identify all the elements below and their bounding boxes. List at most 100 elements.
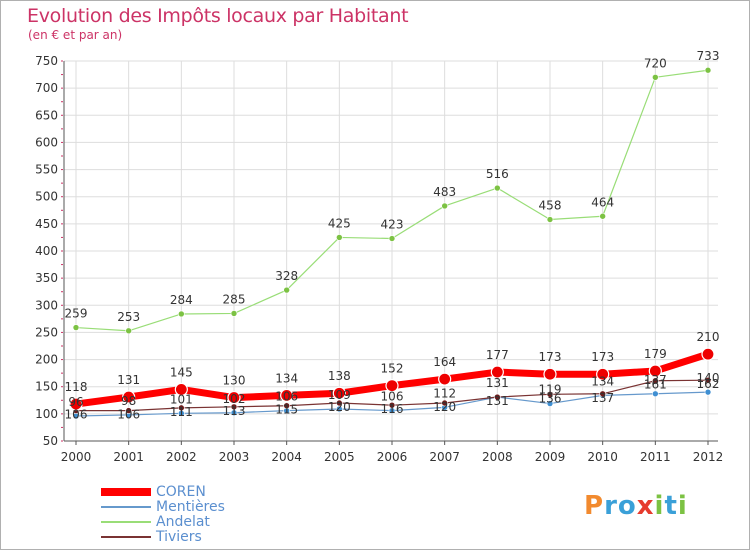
legend-item: Andelat bbox=[101, 515, 225, 530]
x-tick-label: 2003 bbox=[219, 450, 250, 464]
data-label: 106 bbox=[117, 408, 140, 422]
data-label: 164 bbox=[433, 355, 456, 369]
data-point bbox=[332, 386, 346, 400]
data-point bbox=[652, 73, 659, 81]
data-point bbox=[388, 235, 396, 242]
data-point bbox=[438, 372, 452, 386]
x-tick-label: 2002 bbox=[166, 450, 197, 464]
data-point bbox=[704, 376, 712, 384]
logo-letter: P bbox=[584, 491, 605, 521]
data-point bbox=[441, 399, 448, 407]
data-label: 106 bbox=[275, 390, 298, 404]
y-tick-label: 600 bbox=[35, 135, 58, 149]
logo-letter: i bbox=[654, 491, 665, 521]
data-point bbox=[701, 347, 715, 361]
x-tick-label: 2006 bbox=[377, 450, 408, 464]
legend-label: COREN bbox=[156, 484, 206, 500]
logo-letter: r bbox=[604, 491, 618, 521]
x-tick-label: 2009 bbox=[535, 450, 566, 464]
x-tick-label: 2007 bbox=[429, 450, 460, 464]
legend-label: Andelat bbox=[156, 514, 210, 530]
x-tick-label: 2005 bbox=[324, 450, 355, 464]
legend-swatch bbox=[101, 488, 151, 496]
x-tick-label: 2010 bbox=[587, 450, 618, 464]
data-point bbox=[174, 382, 188, 397]
legend-item: Mentières bbox=[101, 500, 225, 515]
data-point bbox=[178, 310, 185, 318]
y-tick-label: 300 bbox=[35, 298, 58, 312]
logo-letter: x bbox=[636, 491, 655, 521]
data-point bbox=[494, 184, 501, 192]
y-tick-label: 50 bbox=[43, 434, 58, 448]
data-point bbox=[227, 390, 241, 405]
data-label: 98 bbox=[121, 394, 136, 408]
data-label: 138 bbox=[328, 369, 351, 383]
y-tick-label: 250 bbox=[35, 325, 58, 339]
legend-label: Tiviers bbox=[156, 529, 202, 545]
data-label: 119 bbox=[539, 383, 562, 397]
legend-swatch bbox=[101, 521, 151, 523]
x-tick-label: 2008 bbox=[482, 450, 513, 464]
data-point bbox=[280, 388, 294, 402]
data-label: 425 bbox=[328, 216, 351, 230]
data-label: 113 bbox=[223, 404, 246, 418]
y-tick-label: 500 bbox=[35, 190, 58, 204]
data-point bbox=[388, 401, 396, 409]
data-point bbox=[652, 377, 659, 385]
data-label: 259 bbox=[65, 307, 88, 321]
legend-item: Tiviers bbox=[101, 530, 225, 545]
logo-letter: t bbox=[664, 491, 678, 521]
data-label: 134 bbox=[591, 374, 614, 388]
chart-subtitle: (en € et par an) bbox=[28, 28, 123, 42]
data-label: 162 bbox=[697, 377, 720, 391]
data-label: 173 bbox=[539, 350, 562, 364]
data-point bbox=[546, 400, 554, 407]
data-label: 720 bbox=[644, 56, 667, 70]
data-point bbox=[546, 391, 554, 398]
data-label: 118 bbox=[65, 380, 88, 394]
data-point bbox=[648, 364, 662, 378]
y-tick-label: 350 bbox=[35, 271, 58, 285]
data-point bbox=[69, 397, 83, 411]
data-label: 137 bbox=[591, 391, 614, 405]
legend-swatch bbox=[101, 506, 151, 508]
data-label: 145 bbox=[170, 365, 193, 379]
data-point bbox=[283, 402, 290, 410]
y-tick-label: 750 bbox=[35, 54, 58, 68]
y-tick-label: 100 bbox=[35, 407, 58, 421]
data-label: 328 bbox=[275, 269, 298, 283]
data-label: 140 bbox=[697, 371, 720, 385]
data-point bbox=[336, 234, 343, 241]
legend-item: COREN bbox=[101, 485, 225, 500]
data-point bbox=[72, 324, 80, 331]
data-label: 120 bbox=[433, 400, 456, 414]
legend-swatch bbox=[101, 536, 151, 538]
data-label: 173 bbox=[591, 350, 614, 364]
y-tick-label: 150 bbox=[35, 380, 58, 394]
data-label: 179 bbox=[644, 347, 667, 361]
data-point bbox=[599, 390, 606, 398]
x-tick-label: 2012 bbox=[693, 450, 724, 464]
data-label: 115 bbox=[275, 403, 298, 417]
data-point bbox=[283, 286, 290, 294]
data-label: 464 bbox=[591, 195, 614, 209]
proxiti-logo: Proxiti bbox=[584, 491, 688, 521]
data-label: 285 bbox=[223, 292, 246, 306]
data-point bbox=[543, 367, 557, 381]
data-label: 253 bbox=[117, 310, 140, 324]
data-label: 131 bbox=[486, 394, 509, 408]
data-point bbox=[441, 202, 448, 210]
data-label: 516 bbox=[486, 167, 509, 181]
y-tick-label: 650 bbox=[35, 108, 58, 122]
x-tick-label: 2001 bbox=[113, 450, 144, 464]
data-point bbox=[599, 212, 606, 220]
data-label: 458 bbox=[539, 199, 562, 213]
data-label: 483 bbox=[433, 185, 456, 199]
chart-legend: COREN Mentières Andelat Tiviers bbox=[101, 485, 225, 545]
data-point bbox=[704, 388, 712, 396]
data-point bbox=[230, 310, 238, 317]
data-label: 116 bbox=[381, 402, 404, 416]
data-label: 137 bbox=[644, 373, 667, 387]
data-label: 96 bbox=[68, 395, 83, 409]
